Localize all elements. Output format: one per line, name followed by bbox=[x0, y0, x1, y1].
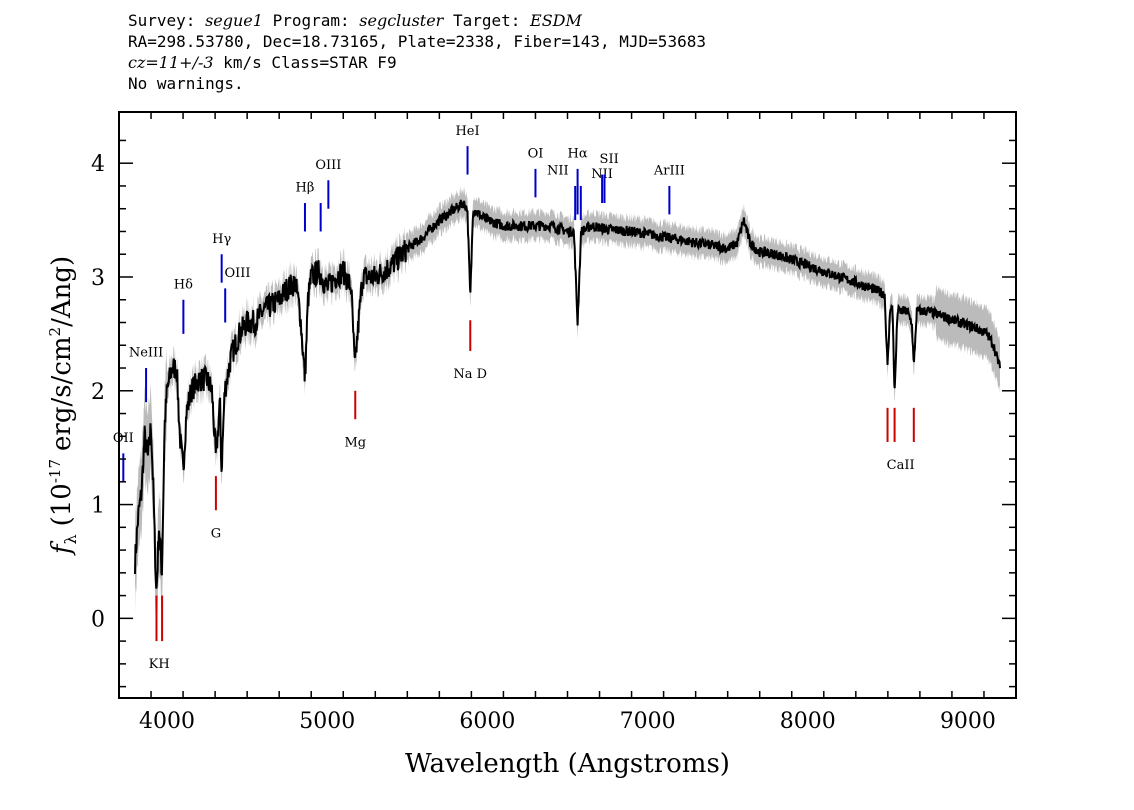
emission-line-label: OIII bbox=[224, 266, 250, 281]
error-band-area bbox=[135, 186, 1000, 629]
spectrum-line bbox=[134, 199, 1001, 589]
absorption-line-label: G bbox=[211, 526, 221, 541]
y-axis-label-exp2: 2 bbox=[46, 327, 64, 337]
redshift-value: cz=11+/-3 bbox=[128, 53, 214, 72]
absorption-line-label: KH bbox=[149, 657, 170, 672]
header-line-3: cz=11+/-3 km/s Class=STAR F9 bbox=[128, 52, 706, 73]
target-label: Target: bbox=[443, 11, 531, 30]
y-tick-label: 1 bbox=[91, 494, 105, 519]
x-tick-label: 4000 bbox=[139, 709, 195, 734]
axis-ticks: 4000 5000 6000 7000 8000 9000 0 1 2 3 4 bbox=[91, 112, 1017, 734]
emission-line-label: Hδ bbox=[174, 277, 193, 292]
y-axis-label-post: /Ang) bbox=[47, 256, 77, 327]
emission-line-label: OII bbox=[113, 431, 134, 446]
emission-line-label: SII bbox=[600, 152, 619, 167]
header-line-1: Survey: segue1 Program: segcluster Targe… bbox=[128, 10, 706, 31]
spectrum-header: Survey: segue1 Program: segcluster Targe… bbox=[128, 10, 706, 94]
y-axis-label: fλ(10-17erg/s/cm2/Ang) bbox=[46, 256, 80, 556]
absorption-line-label: Na D bbox=[453, 367, 487, 382]
program-label: Program: bbox=[262, 11, 360, 30]
y-tick-label: 2 bbox=[91, 380, 105, 405]
x-tick-label: 5000 bbox=[299, 709, 355, 734]
absorption-line-label: Mg bbox=[344, 435, 366, 450]
header-line-2: RA=298.53780, Dec=18.73165, Plate=2338, … bbox=[128, 32, 706, 51]
spectral-line-markers: OIINeIIIHδHγOIIIHβOIIIHeIOINIIHαNIISIIAr… bbox=[113, 124, 915, 672]
y-axis-label-pre: (10 bbox=[47, 483, 77, 526]
emission-line-label: Hβ bbox=[296, 181, 315, 196]
y-axis-label-sub: λ bbox=[61, 534, 80, 544]
plot-frame bbox=[118, 111, 1017, 699]
class-text: km/s Class=STAR F9 bbox=[213, 53, 397, 72]
y-tick-label: 0 bbox=[91, 607, 105, 632]
target-value: ESDM bbox=[530, 11, 582, 30]
y-tick-label: 3 bbox=[91, 266, 105, 291]
emission-line-label: HeI bbox=[455, 124, 479, 139]
x-axis-label: Wavelength (Angstroms) bbox=[405, 749, 730, 779]
emission-line-label: Hα bbox=[568, 147, 588, 162]
emission-line-label: ArIII bbox=[653, 164, 685, 179]
y-axis-label-exp: -17 bbox=[46, 459, 64, 483]
emission-line-label: OI bbox=[528, 147, 544, 162]
emission-line-label: Hγ bbox=[212, 232, 231, 247]
y-axis-label-mid: erg/s/cm bbox=[47, 336, 77, 451]
x-tick-label: 8000 bbox=[780, 709, 836, 734]
program-value: segcluster bbox=[359, 11, 444, 30]
emission-line-label: OIII bbox=[315, 158, 341, 173]
spectrum-series bbox=[134, 199, 1001, 589]
survey-value: segue1 bbox=[205, 11, 263, 30]
error-band bbox=[135, 186, 1000, 629]
survey-label: Survey: bbox=[128, 11, 206, 30]
emission-line-label: NII bbox=[591, 167, 613, 182]
x-tick-label: 6000 bbox=[459, 709, 515, 734]
y-tick-label: 4 bbox=[91, 152, 105, 177]
absorption-line-label: CaII bbox=[887, 458, 915, 473]
header-line-4: No warnings. bbox=[128, 74, 244, 93]
x-tick-label: 9000 bbox=[940, 709, 996, 734]
emission-line-label: NII bbox=[547, 164, 569, 179]
x-tick-label: 7000 bbox=[620, 709, 676, 734]
emission-line-label: NeIII bbox=[129, 346, 163, 361]
